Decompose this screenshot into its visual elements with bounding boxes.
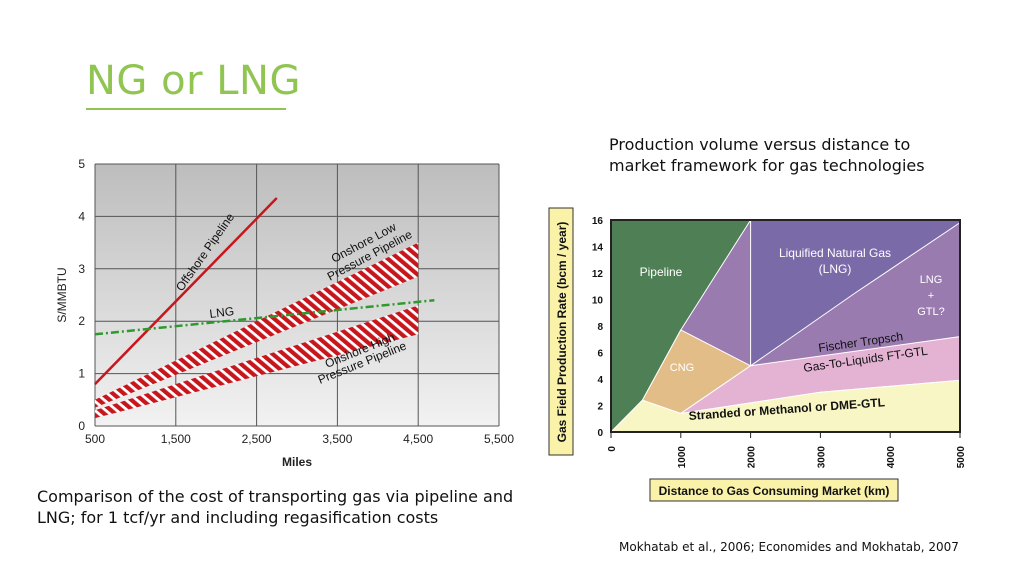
plot-frame bbox=[610, 219, 961, 433]
tick-labels: 500 1,500 2,500 3,500 4,500 5,500 0 1 2 3 4 5 bbox=[78, 157, 514, 446]
x-tick-label: 2,500 bbox=[242, 432, 272, 446]
y-tick-label: 0 bbox=[597, 428, 603, 439]
y-tick-label: 0 bbox=[78, 419, 85, 433]
lng-gtl-label-1: LNG bbox=[920, 274, 943, 286]
x-tick-label: 0 bbox=[607, 446, 618, 452]
y-label-box bbox=[548, 207, 574, 456]
offshore-pipeline-line bbox=[94, 197, 278, 385]
lng-line bbox=[94, 298, 435, 336]
y-tick-label: 3 bbox=[78, 262, 85, 276]
y-tick-label: 10 bbox=[592, 296, 604, 307]
x-tick-label: 2000 bbox=[747, 446, 758, 469]
caption-left: Comparison of the cost of transporting g… bbox=[37, 487, 514, 527]
lng-gtl-label-2: + bbox=[928, 290, 934, 302]
y-tick-label: 4 bbox=[597, 375, 603, 386]
lng-label: LNG bbox=[209, 304, 235, 321]
tick-labels: 0 2 4 6 8 10 12 14 16 0 1000 2000 3000 4000 5000 bbox=[592, 216, 967, 468]
y-tick-label: 1 bbox=[78, 367, 85, 381]
x-tick-label: 4,500 bbox=[403, 432, 433, 446]
x-tick-label: 3000 bbox=[816, 446, 827, 469]
x-axis-label: Miles bbox=[282, 455, 312, 469]
y-axis-label: S/MMBTU bbox=[55, 267, 69, 322]
y-tick-label: 5 bbox=[78, 157, 85, 171]
y-tick-label: 8 bbox=[597, 322, 603, 333]
plot-background bbox=[95, 164, 499, 426]
x-tick-label: 4000 bbox=[886, 446, 897, 469]
x-tick-label: 1000 bbox=[677, 446, 688, 469]
y-tick-label: 2 bbox=[597, 402, 603, 413]
citation: Mokhatab et al., 2006; Economides and Mo… bbox=[619, 540, 959, 554]
regions bbox=[609, 219, 961, 434]
cng-region-label: CNG bbox=[670, 362, 694, 374]
y-tick-label: 12 bbox=[592, 269, 604, 280]
series-lines bbox=[94, 197, 435, 385]
y-tick-label: 4 bbox=[78, 209, 85, 223]
hatched-band bbox=[95, 242, 419, 408]
caption-right: Production volume versus distance to mar… bbox=[609, 135, 925, 175]
lng-gtl-label-3: GTL? bbox=[917, 306, 945, 318]
y-tick-label: 6 bbox=[597, 349, 603, 360]
y-axis-label: Gas Field Production Rate (bcm / year) bbox=[555, 222, 569, 443]
pipeline-region-label: Pipeline bbox=[640, 265, 683, 279]
y-tick-label: 16 bbox=[592, 216, 604, 227]
title-underline bbox=[86, 108, 286, 110]
x-tick-label: 1,500 bbox=[161, 432, 191, 446]
x-axis-label: Distance to Gas Consuming Market (km) bbox=[659, 484, 890, 498]
lng-region-label-2: (LNG) bbox=[819, 262, 852, 276]
y-tick-label: 14 bbox=[592, 243, 604, 254]
lng-region-label-1: Liquified Natural Gas bbox=[779, 246, 891, 260]
hatched-band bbox=[95, 305, 419, 419]
hatched-bands bbox=[95, 242, 419, 419]
x-tick-label: 3,500 bbox=[322, 432, 352, 446]
slide-title: NG or LNG bbox=[86, 58, 301, 104]
y-tick-label: 2 bbox=[78, 314, 85, 328]
x-tick-label: 5,500 bbox=[484, 432, 514, 446]
x-tick-label: 5000 bbox=[956, 446, 967, 469]
x-tick-label: 500 bbox=[85, 432, 105, 446]
x-label-box bbox=[649, 478, 899, 502]
